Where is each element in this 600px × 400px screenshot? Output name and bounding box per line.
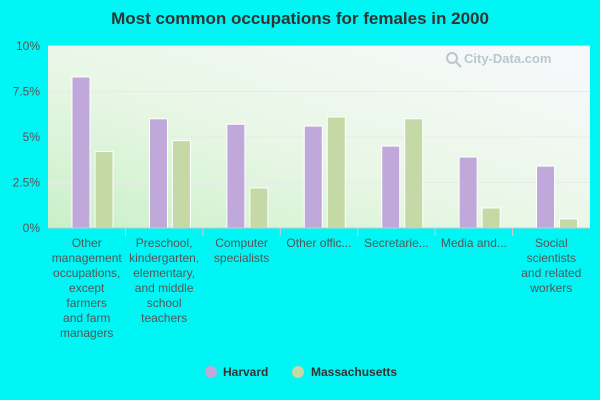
y-tick-label: 10% xyxy=(16,39,40,53)
watermark-text: City-Data.com xyxy=(464,51,551,66)
y-tick-label: 2.5% xyxy=(13,176,41,190)
x-tick-label: Other management occupations, except farmers… xyxy=(52,236,123,340)
bar-massachusetts-6[interactable] xyxy=(559,218,579,229)
chart-title: Most common occupations for females in 2… xyxy=(111,9,489,28)
x-tick-label: Social scientists and related workers xyxy=(521,236,581,295)
bar-harvard-4[interactable] xyxy=(381,145,401,229)
y-tick-label: 0% xyxy=(23,221,41,235)
x-axis: Other management occupations, except farmers… xyxy=(48,227,590,340)
bar-massachusetts-2[interactable] xyxy=(249,187,269,229)
legend-label-harvard: Harvard xyxy=(223,365,268,379)
bar-harvard-6[interactable] xyxy=(536,165,556,229)
bar-massachusetts-0[interactable] xyxy=(94,151,114,229)
legend-swatch-massachusetts xyxy=(292,366,304,378)
bar-massachusetts-3[interactable] xyxy=(326,116,346,229)
x-tick-label: Other offic... xyxy=(286,236,351,250)
y-tick-label: 5% xyxy=(23,130,41,144)
bar-harvard-3[interactable] xyxy=(303,125,323,229)
legend: Harvard Massachusetts xyxy=(205,365,397,379)
legend-label-massachusetts: Massachusetts xyxy=(311,365,397,379)
x-tick-label: Media and... xyxy=(441,236,507,250)
bar-harvard-0[interactable] xyxy=(71,76,91,229)
bar-massachusetts-1[interactable] xyxy=(171,140,191,229)
y-axis: 0% 2.5% 5% 7.5% 10% xyxy=(13,39,41,235)
bar-harvard-5[interactable] xyxy=(458,156,478,229)
x-tick-label: Computer specialists xyxy=(214,236,269,265)
y-tick-label: 7.5% xyxy=(13,85,41,99)
watermark-magnifier-icon xyxy=(446,52,458,64)
x-tick-label: Preschool, kindergarten, elementary, and mi… xyxy=(129,236,199,325)
bar-massachusetts-5[interactable] xyxy=(481,207,501,229)
bar-massachusetts-4[interactable] xyxy=(404,118,424,229)
bar-harvard-1[interactable] xyxy=(148,118,168,229)
legend-swatch-harvard xyxy=(205,366,217,378)
x-tick-label: Secretarie... xyxy=(364,236,429,250)
watermark: City-Data.com xyxy=(446,51,551,68)
watermark-magnifier-handle xyxy=(455,61,462,68)
bar-harvard-2[interactable] xyxy=(226,123,246,229)
